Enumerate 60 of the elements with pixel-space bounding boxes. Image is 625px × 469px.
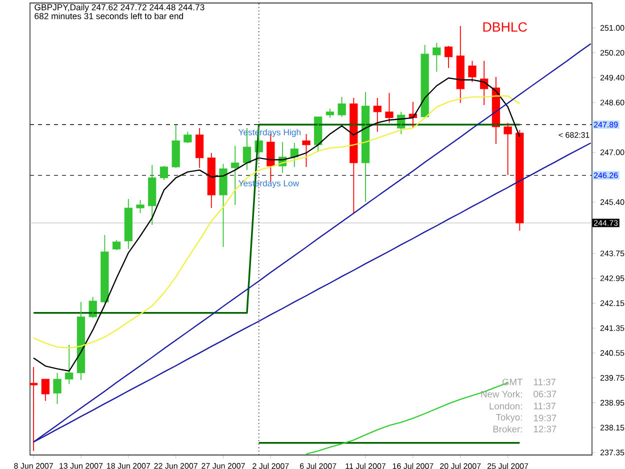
candlestick [326,108,334,118]
candlestick [100,234,109,304]
y-tick-label: 247.00 [600,149,624,156]
x-tick-label: 22 Jun 2007 [154,463,198,469]
y-tick-label: 242.95 [600,275,624,282]
y-tick-label: 238.15 [600,424,624,430]
annotation: London: [490,402,522,410]
chart-title: GBPJPY,Daily 247.62 247.72 244.48 244.73 [34,4,204,12]
x-tick-label: 16 Jul 2007 [392,463,434,469]
annotation: 11:37 [534,378,556,386]
x-tick-label: 6 Jul 2007 [300,463,336,469]
x-tick-label: 13 Jun 2007 [60,463,103,469]
y-tick-label: 239.75 [600,375,624,381]
annotation: 12:37 [534,426,556,432]
ref-line-label: 247.89 [594,122,618,128]
y-tick-label: 238.95 [600,400,624,406]
candlestick [468,60,476,82]
y-tick-label: 242.15 [600,300,624,306]
candlestick [432,42,441,72]
annotation: New York: [481,390,522,398]
y-tick-label: 249.40 [600,74,624,80]
candlestick [338,96,346,118]
y-tick-label: 250.20 [600,50,624,56]
candlestick [385,92,394,124]
x-tick-label: 8 Jun 2007 [14,463,53,469]
candlestick [219,163,228,248]
x-tick-label: 2 Jul 2007 [252,463,289,469]
annotation: Broker: [493,426,522,432]
annotation: 11:37 [534,402,556,410]
candlestick [112,240,121,250]
y-tick-label: 237.35 [600,450,624,456]
y-tick-label: 243.75 [600,250,624,256]
annotation: DBHLC [483,22,527,32]
annotation: < 682:31 [558,132,590,138]
y-tick-label: 241.35 [600,325,624,331]
candlestick [184,131,192,144]
x-tick-label: 20 Jul 2007 [440,463,481,469]
ref-line-label: 244.73 [594,220,618,226]
x-tick-label: 27 Jun 2007 [202,463,245,469]
x-tick-label: 18 Jun 2007 [107,463,150,469]
candlestick [302,134,310,168]
ref-line-label: 246.26 [594,172,618,178]
annotation: 06:37 [534,390,556,398]
x-tick-label: 11 Jul 2007 [346,463,386,469]
text: 682 minutes 31 seconds left to bar end [34,12,184,20]
y-tick-label: 248.60 [600,100,624,106]
candlestick [53,372,62,404]
candlestick [136,199,144,214]
candlestick [65,344,74,385]
annotation: GMT [502,378,523,386]
y-tick-label: 245.40 [600,199,624,205]
candlestick [172,124,180,168]
candlestick [29,366,38,452]
x-tick-label: 25 Jul 2007 [488,463,528,469]
candlestick [516,129,524,232]
candlestick [504,122,512,176]
annotation: Tokyo: [496,414,522,422]
y-tick-label: 240.55 [600,350,624,356]
annotation: 19:37 [534,414,556,422]
y-tick-label: 251.00 [600,25,624,31]
